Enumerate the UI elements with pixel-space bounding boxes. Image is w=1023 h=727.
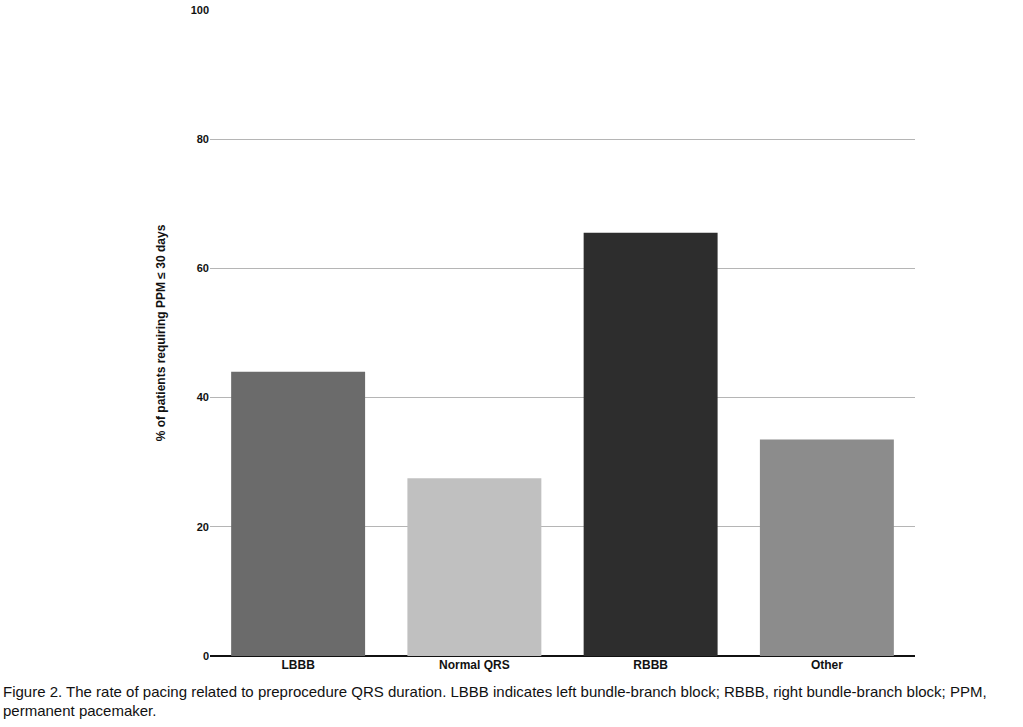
svg-text:% of patients requiring PPM ≤: % of patients requiring PPM ≤ 30 days [154, 224, 168, 441]
svg-text:60: 60 [197, 262, 209, 274]
svg-text:Normal QRS: Normal QRS [439, 658, 510, 672]
svg-text:40: 40 [197, 391, 209, 403]
svg-text:80: 80 [197, 133, 209, 145]
svg-text:LBBB: LBBB [281, 658, 315, 672]
svg-text:100: 100 [191, 4, 209, 16]
svg-text:Other: Other [811, 658, 843, 672]
svg-text:20: 20 [197, 521, 209, 533]
svg-text:RBBB: RBBB [633, 658, 668, 672]
svg-text:0: 0 [203, 650, 209, 662]
html-text:Figure 2. The rate of pacing r: Figure 2. The rate of pacing related to … [3, 683, 987, 719]
